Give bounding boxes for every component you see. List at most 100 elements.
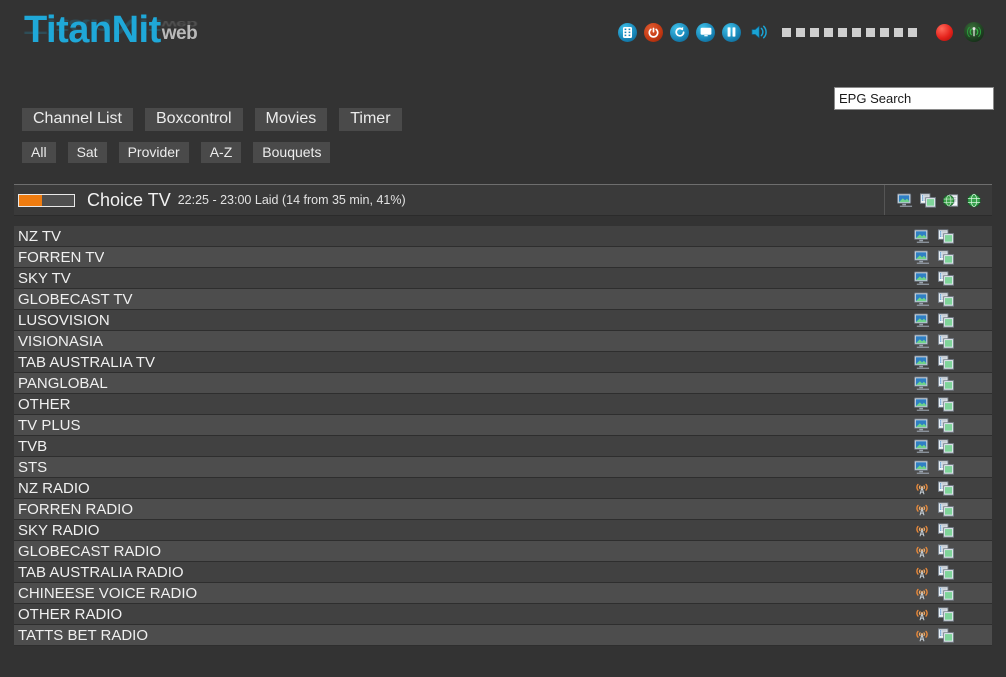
volume-segment[interactable]: [824, 27, 833, 37]
channel-row[interactable]: CHINEESE VOICE RADIO: [14, 583, 992, 604]
refresh-icon[interactable]: [670, 22, 689, 42]
channel-epg-list-icon[interactable]: [938, 291, 954, 307]
radio-antenna-icon[interactable]: [914, 564, 930, 580]
channel-row[interactable]: TATTS BET RADIO: [14, 625, 992, 646]
channel-row[interactable]: STS: [14, 457, 992, 478]
monitor-icon[interactable]: [914, 354, 930, 370]
keypad-icon[interactable]: [618, 22, 637, 42]
signal-icon[interactable]: [964, 22, 984, 42]
monitor-icon[interactable]: [914, 312, 930, 328]
globe-icon[interactable]: [966, 192, 982, 208]
channel-row-label: TV PLUS: [18, 416, 81, 434]
channel-row-label: VISIONASIA: [18, 332, 104, 350]
channel-row[interactable]: SKY TV: [14, 268, 992, 289]
radio-antenna-icon[interactable]: [914, 480, 930, 496]
monitor-icon[interactable]: [914, 417, 930, 433]
channel-epg-list-icon[interactable]: [938, 501, 954, 517]
monitor-icon[interactable]: [914, 291, 930, 307]
tab-a-z[interactable]: A-Z: [200, 142, 242, 163]
monitor-icon[interactable]: [914, 438, 930, 454]
channel-epg-list-icon[interactable]: [938, 438, 954, 454]
channel-epg-list-icon[interactable]: [938, 354, 954, 370]
channel-row[interactable]: NZ RADIO: [14, 478, 992, 499]
tab-timer[interactable]: Timer: [339, 108, 402, 131]
speaker-icon[interactable]: [750, 23, 770, 42]
tab-bouquets[interactable]: Bouquets: [253, 142, 331, 163]
channel-row[interactable]: VISIONASIA: [14, 331, 992, 352]
channel-epg-list-icon[interactable]: [938, 312, 954, 328]
channel-epg-list-icon[interactable]: [938, 585, 954, 601]
channel-epg-list-icon[interactable]: [938, 606, 954, 622]
channel-row[interactable]: OTHER: [14, 394, 992, 415]
volume-bar[interactable]: [782, 27, 917, 37]
channel-epg-list-icon[interactable]: [938, 417, 954, 433]
epg-search-input[interactable]: [834, 87, 994, 110]
channel-row[interactable]: FORREN RADIO: [14, 499, 992, 520]
copy-windows-icon[interactable]: [920, 192, 936, 208]
channel-epg-list-icon[interactable]: [938, 564, 954, 580]
volume-segment[interactable]: [796, 27, 805, 37]
radio-antenna-icon[interactable]: [914, 543, 930, 559]
volume-segment[interactable]: [810, 27, 819, 37]
monitor-icon[interactable]: [914, 375, 930, 391]
channel-epg-list-icon[interactable]: [938, 333, 954, 349]
channel-row[interactable]: TV PLUS: [14, 415, 992, 436]
channel-row[interactable]: TAB AUSTRALIA TV: [14, 352, 992, 373]
channel-row[interactable]: PANGLOBAL: [14, 373, 992, 394]
volume-segment[interactable]: [894, 27, 903, 37]
monitor-icon[interactable]: [914, 249, 930, 265]
radio-antenna-icon[interactable]: [914, 522, 930, 538]
monitor-icon[interactable]: [914, 459, 930, 475]
channel-epg-list-icon[interactable]: [938, 459, 954, 475]
channel-row[interactable]: GLOBECAST RADIO: [14, 541, 992, 562]
volume-segment[interactable]: [880, 27, 889, 37]
power-icon[interactable]: [644, 22, 663, 42]
channel-row[interactable]: NZ TV: [14, 226, 992, 247]
now-playing-actions: [884, 185, 992, 215]
tab-movies[interactable]: Movies: [254, 108, 328, 131]
channel-epg-list-icon[interactable]: [938, 249, 954, 265]
logo-text-sub: web: [161, 23, 198, 44]
logo-text: TitanNitweb: [24, 8, 198, 56]
top-toolbar: [618, 22, 984, 42]
channel-row[interactable]: SKY RADIO: [14, 520, 992, 541]
volume-segment[interactable]: [866, 27, 875, 37]
channel-epg-list-icon[interactable]: [938, 375, 954, 391]
tab-sat[interactable]: Sat: [67, 142, 107, 163]
channel-row[interactable]: FORREN TV: [14, 247, 992, 268]
radio-antenna-icon[interactable]: [914, 501, 930, 517]
channel-row[interactable]: OTHER RADIO: [14, 604, 992, 625]
channel-row[interactable]: LUSOVISION: [14, 310, 992, 331]
pause-icon[interactable]: [722, 22, 741, 42]
tab-all[interactable]: All: [22, 142, 56, 163]
volume-segment[interactable]: [782, 27, 791, 37]
monitor-icon[interactable]: [914, 333, 930, 349]
monitor-icon[interactable]: [914, 270, 930, 286]
monitor-icon[interactable]: [897, 192, 913, 208]
globe-page-icon[interactable]: [943, 192, 959, 208]
channel-epg-list-icon[interactable]: [938, 543, 954, 559]
channel-epg-list-icon[interactable]: [938, 396, 954, 412]
radio-antenna-icon[interactable]: [914, 627, 930, 643]
radio-antenna-icon[interactable]: [914, 606, 930, 622]
channel-epg-list-icon[interactable]: [938, 522, 954, 538]
volume-segment[interactable]: [838, 27, 847, 37]
screen-icon[interactable]: [696, 22, 715, 42]
tab-boxcontrol[interactable]: Boxcontrol: [144, 108, 243, 131]
volume-segment[interactable]: [908, 27, 917, 37]
channel-row-actions: [914, 249, 992, 265]
channel-epg-list-icon[interactable]: [938, 270, 954, 286]
radio-antenna-icon[interactable]: [914, 585, 930, 601]
channel-row[interactable]: GLOBECAST TV: [14, 289, 992, 310]
channel-row[interactable]: TVB: [14, 436, 992, 457]
tab-channel-list[interactable]: Channel List: [22, 108, 133, 131]
monitor-icon[interactable]: [914, 228, 930, 244]
monitor-icon[interactable]: [914, 396, 930, 412]
tab-provider[interactable]: Provider: [118, 142, 189, 163]
channel-epg-list-icon[interactable]: [938, 627, 954, 643]
channel-row[interactable]: TAB AUSTRALIA RADIO: [14, 562, 992, 583]
record-icon[interactable]: [936, 23, 953, 41]
channel-epg-list-icon[interactable]: [938, 480, 954, 496]
volume-segment[interactable]: [852, 27, 861, 37]
channel-epg-list-icon[interactable]: [938, 228, 954, 244]
